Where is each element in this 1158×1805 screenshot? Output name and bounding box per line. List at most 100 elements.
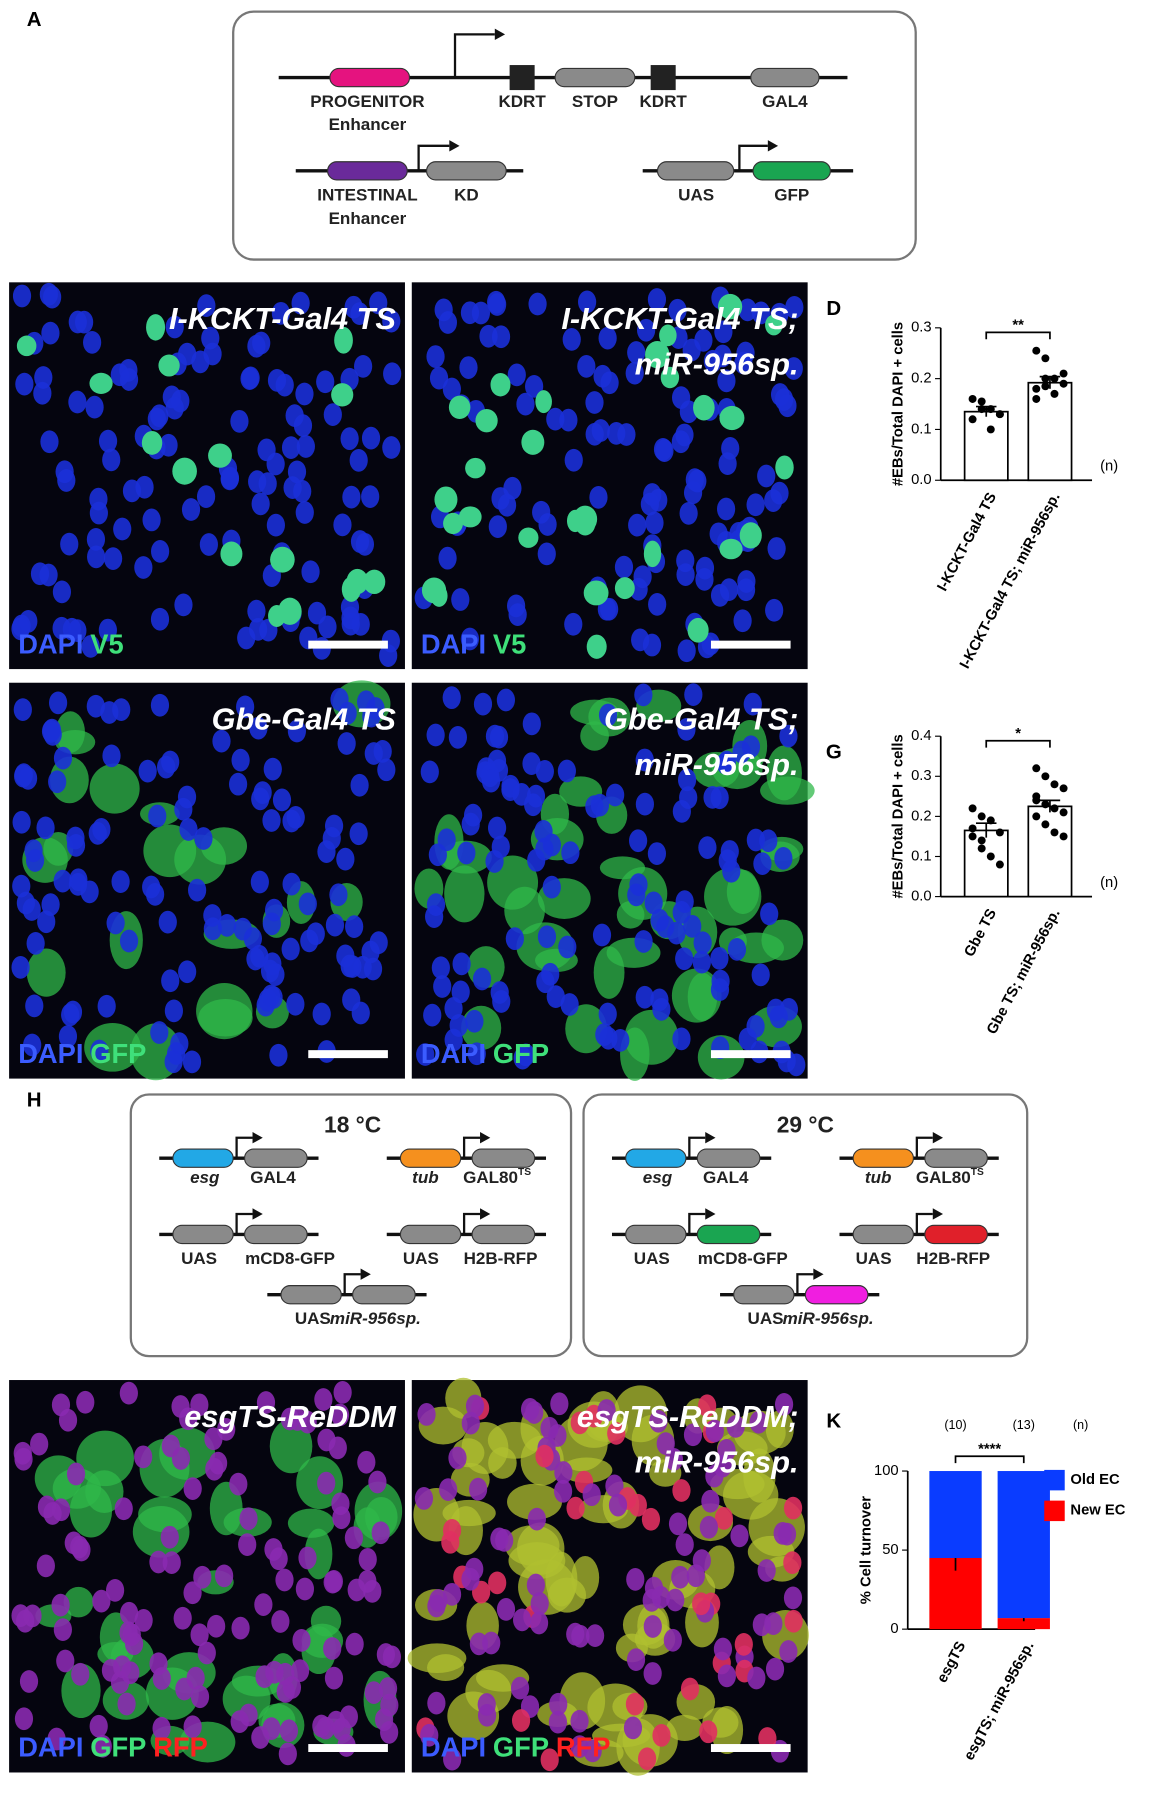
gfp-cell (559, 1672, 606, 1730)
v5-nucleus (719, 538, 743, 560)
nucleus (70, 1535, 89, 1559)
nucleus (23, 1033, 42, 1057)
v5-nucleus (687, 617, 709, 643)
nucleus (378, 1677, 398, 1700)
data-point (1041, 354, 1050, 363)
nucleus (158, 910, 177, 934)
gfp-cell (765, 1410, 794, 1449)
nucleus (442, 1518, 462, 1542)
nucleus (349, 822, 368, 846)
nucleus (585, 391, 604, 414)
scale-bar (710, 640, 791, 649)
v5-nucleus (434, 486, 458, 513)
nucleus (713, 1637, 733, 1661)
nucleus (19, 1670, 39, 1693)
nucleus (295, 382, 314, 406)
v5-nucleus (693, 394, 715, 421)
nucleus (279, 1719, 299, 1743)
nucleus (759, 829, 778, 853)
nucleus (442, 377, 461, 401)
nucleus (503, 476, 522, 500)
nucleus (753, 852, 772, 875)
nucleus (570, 1709, 589, 1733)
nucleus (433, 975, 452, 998)
nucleus (522, 752, 541, 776)
nucleus (111, 870, 130, 894)
nucleus (377, 758, 396, 782)
scale-bar (308, 1050, 388, 1059)
nucleus (278, 1742, 297, 1766)
nucleus (562, 328, 581, 351)
nucleus (76, 1390, 95, 1414)
nucleus (251, 787, 270, 811)
nucleus (505, 927, 524, 951)
nucleus (649, 488, 668, 512)
label: INTESTINAL (317, 185, 417, 204)
nucleus (548, 1710, 568, 1734)
nucleus (711, 969, 730, 993)
gene-block (852, 1148, 915, 1168)
nucleus (688, 469, 707, 493)
nucleus (164, 1050, 183, 1074)
nucleus (177, 785, 197, 809)
nucleus (634, 930, 653, 953)
nucleus (692, 950, 711, 974)
n-label: (n) (1073, 1418, 1088, 1432)
nucleus (316, 370, 335, 394)
data-point (977, 397, 986, 406)
nucleus (134, 1609, 153, 1632)
v5-nucleus (141, 430, 163, 455)
nucleus (423, 1003, 442, 1027)
nucleus (564, 612, 583, 636)
nucleus (698, 836, 717, 859)
v5-nucleus (521, 429, 545, 455)
nucleus (643, 1662, 662, 1685)
temperature: 18 °C (324, 1111, 381, 1137)
nucleus (560, 993, 579, 1016)
nucleus (138, 759, 157, 783)
nucleus (250, 870, 269, 894)
gfp-cell (507, 1483, 563, 1520)
gfp-cell (616, 900, 645, 929)
stain: GFP (493, 1732, 549, 1763)
nucleus (524, 793, 543, 817)
nucleus (554, 1461, 573, 1484)
stain-label: DAPI GFP RFP (421, 1732, 611, 1763)
nucleus (152, 1716, 171, 1740)
v5-nucleus (146, 314, 166, 341)
gfp-cell (554, 1415, 608, 1472)
nucleus (98, 429, 118, 453)
nucleus (357, 1450, 376, 1474)
gene-block (696, 1148, 761, 1168)
nucleus (134, 1445, 153, 1469)
nucleus (89, 501, 108, 525)
stain: V5 (493, 629, 526, 660)
gfp-cell (508, 1542, 566, 1580)
nucleus (783, 1586, 803, 1610)
nucleus (448, 725, 467, 749)
nucleus (677, 768, 697, 792)
promoter-arrow (453, 33, 495, 78)
nucleus (608, 1493, 628, 1517)
nucleus (726, 1415, 745, 1438)
nucleus (751, 301, 771, 325)
nucleus (152, 1667, 171, 1690)
nucleus (162, 1551, 181, 1574)
nucleus (314, 1388, 333, 1411)
nucleus (12, 284, 32, 308)
nucleus (330, 1403, 350, 1427)
stain: DAPI (18, 1732, 83, 1763)
v5-nucleus (583, 580, 609, 606)
nucleus (60, 532, 79, 556)
promoter-arrow (688, 1212, 706, 1235)
nucleus (529, 1611, 549, 1635)
label: GFP (774, 185, 809, 204)
nucleus (368, 1470, 387, 1494)
nucleus (36, 816, 55, 840)
arrowhead (932, 1208, 944, 1220)
nucleus (87, 545, 106, 569)
nucleus (382, 1645, 402, 1669)
promoter-arrow (235, 1212, 253, 1235)
nucleus (231, 1616, 250, 1640)
label: KD (454, 185, 479, 204)
